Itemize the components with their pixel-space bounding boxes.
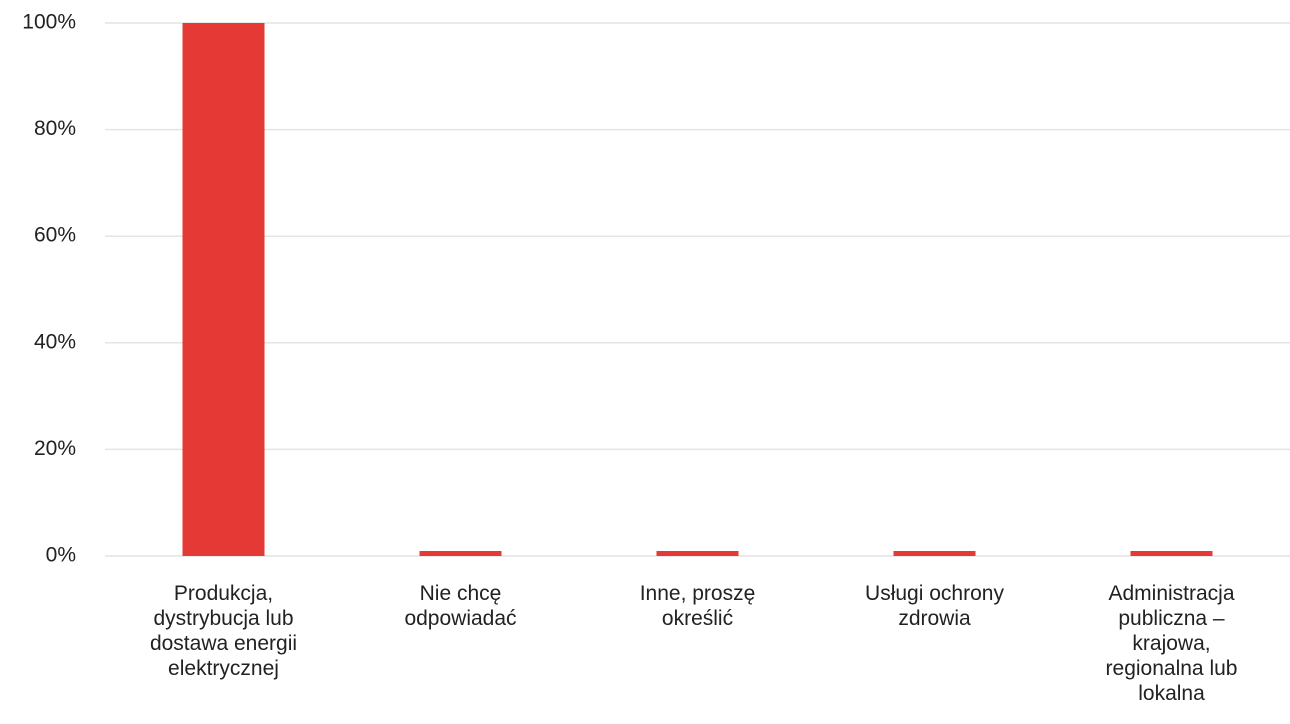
bar (1130, 551, 1213, 556)
y-tick-label: 40% (34, 330, 76, 353)
y-tick-label: 20% (34, 437, 76, 460)
bar (893, 551, 976, 556)
x-tick-label: Nie chcę odpowiadać (404, 582, 517, 630)
x-tick-label: Administracja publiczna – krajowa, regio… (1105, 582, 1238, 705)
y-tick-label: 100% (22, 11, 76, 34)
y-tick-label: 80% (34, 117, 76, 140)
y-tick-label: 0% (46, 544, 76, 567)
bar (182, 23, 265, 556)
x-tick-label: Usługi ochrony zdrowia (865, 582, 1004, 630)
bar (656, 551, 739, 556)
bar (419, 551, 502, 556)
x-tick-label: Produkcja, dystrybucja lub dostawa energ… (149, 582, 298, 680)
x-tick-label: Inne, proszę określić (639, 582, 756, 630)
y-tick-label: 60% (34, 224, 76, 247)
